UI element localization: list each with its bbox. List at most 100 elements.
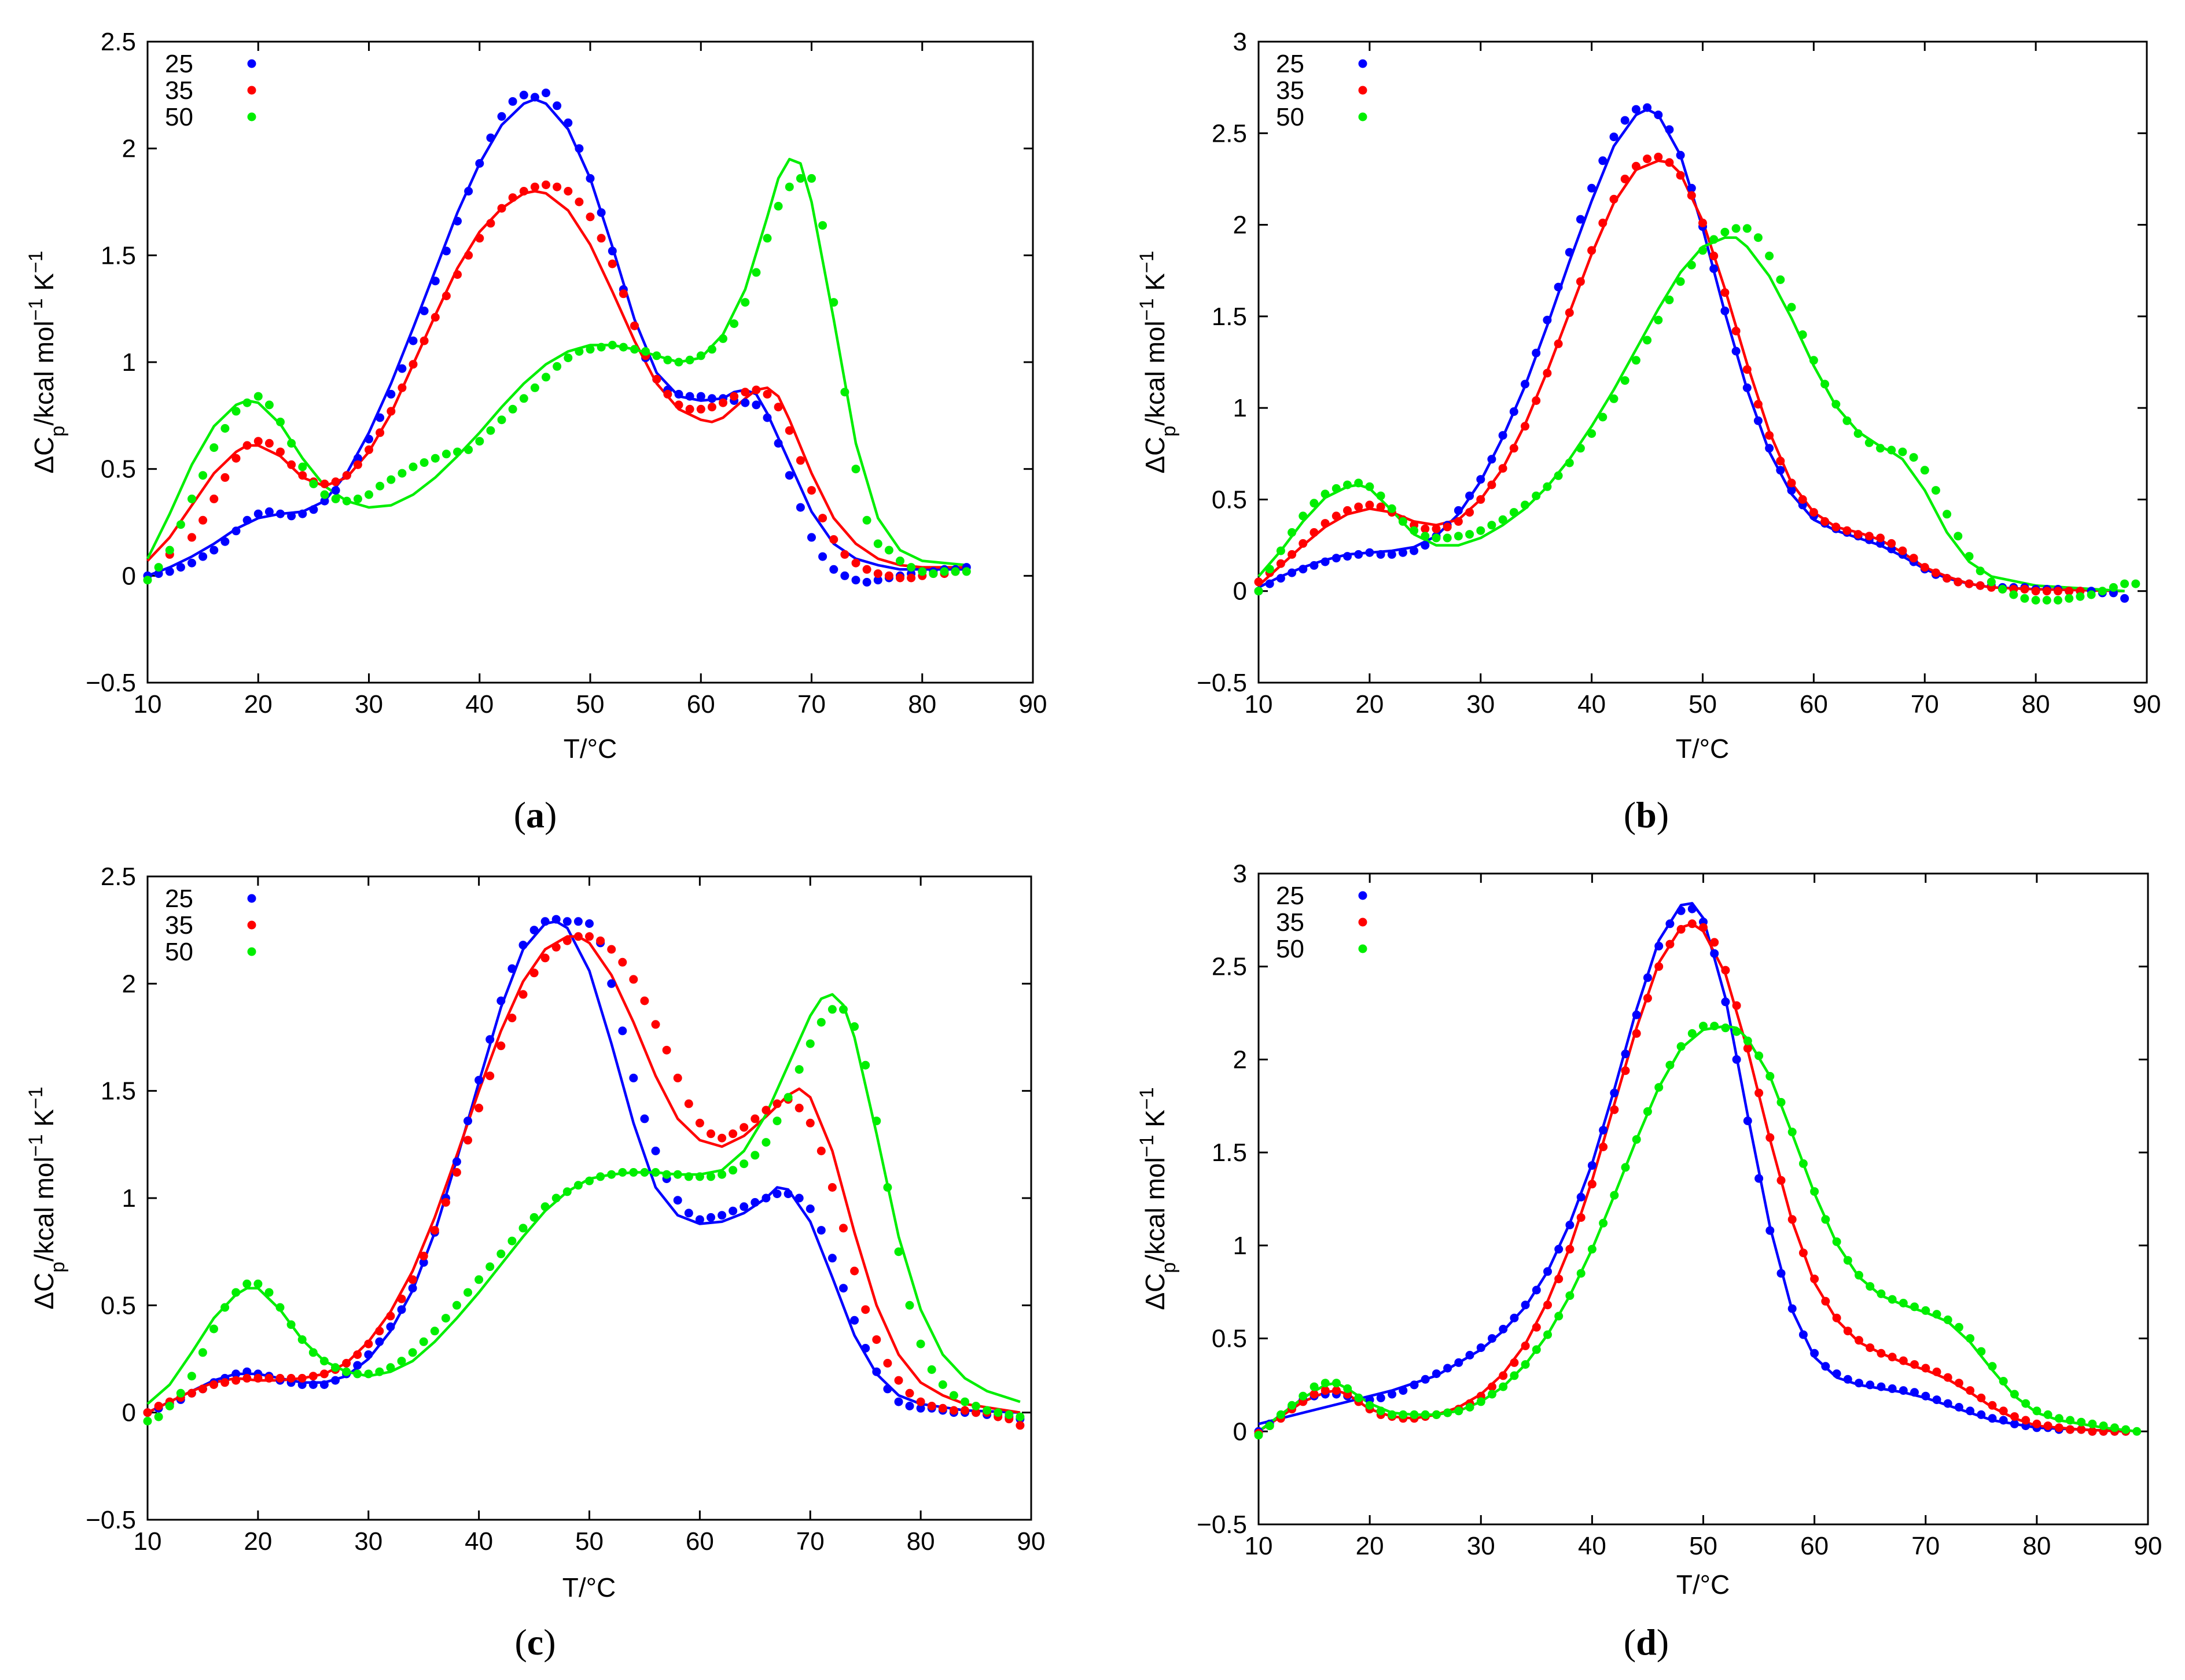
data-point-50 bbox=[1820, 380, 1830, 389]
data-point-35 bbox=[1899, 1356, 1908, 1365]
legend-marker-50 bbox=[1358, 944, 1367, 953]
data-point-50 bbox=[1643, 1107, 1652, 1116]
data-point-50 bbox=[2043, 1410, 2052, 1419]
data-point-35 bbox=[375, 1327, 384, 1336]
axis-ticks: 10 20 30 40 50 60 70 80 90 −0.5 0 0.5 1 1.5 2 2.5 3 bbox=[1197, 28, 2161, 719]
data-point-50 bbox=[1988, 1362, 1997, 1371]
data-point-25 bbox=[1943, 1399, 1952, 1408]
data-point-35 bbox=[564, 187, 573, 196]
data-point-25 bbox=[1265, 579, 1274, 588]
data-point-25 bbox=[1731, 347, 1741, 356]
data-point-35 bbox=[308, 1372, 318, 1381]
data-point-25 bbox=[485, 1035, 495, 1044]
data-point-50 bbox=[1343, 1384, 1352, 1393]
panel-caption: (a) bbox=[514, 794, 557, 835]
data-point-35 bbox=[154, 1402, 163, 1410]
data-point-25 bbox=[718, 1211, 727, 1220]
data-point-50 bbox=[264, 400, 274, 410]
data-point-25 bbox=[486, 133, 495, 142]
data-point-25 bbox=[1388, 1390, 1397, 1399]
legend-label-50: 50 bbox=[1276, 935, 1304, 963]
data-point-50 bbox=[884, 546, 893, 555]
data-point-35 bbox=[741, 388, 750, 397]
panel-a: 10 20 30 40 50 60 70 80 90−0.500.511.522.5 25355… bbox=[25, 28, 1047, 835]
y-tick-label: 3 bbox=[1233, 860, 1247, 888]
x-tick-label: 60 bbox=[1800, 690, 1828, 719]
data-point-50 bbox=[1365, 482, 1374, 491]
data-point-35 bbox=[1965, 579, 1974, 588]
x-axis-label: T/°C bbox=[562, 1572, 616, 1602]
data-point-35 bbox=[1731, 326, 1741, 336]
x-tick-label: 20 bbox=[244, 1527, 272, 1556]
data-point-25 bbox=[1888, 1384, 1897, 1393]
data-point-35 bbox=[818, 514, 827, 523]
data-point-35 bbox=[1676, 171, 1685, 180]
data-point-50 bbox=[518, 1224, 528, 1233]
y-tick-label: 1 bbox=[122, 348, 136, 377]
data-point-25 bbox=[1421, 541, 1430, 550]
y-tick-label: 0 bbox=[1233, 577, 1247, 606]
legend-label-35: 35 bbox=[1276, 908, 1304, 937]
data-point-25 bbox=[1343, 552, 1352, 561]
fit-lines bbox=[146, 920, 1021, 1414]
data-point-25 bbox=[397, 1305, 406, 1314]
data-point-25 bbox=[861, 1344, 870, 1353]
data-point-35 bbox=[320, 480, 329, 488]
data-point-25 bbox=[331, 1376, 340, 1385]
data-point-35 bbox=[696, 404, 705, 414]
data-point-35 bbox=[1521, 1341, 1530, 1350]
data-point-35 bbox=[264, 439, 274, 448]
data-point-35 bbox=[1853, 530, 1863, 539]
data-point-50 bbox=[408, 1348, 417, 1357]
y-tick-label: −0.5 bbox=[86, 1506, 136, 1534]
data-point-25 bbox=[684, 1209, 693, 1218]
data-point-50 bbox=[1632, 1135, 1641, 1144]
data-point-50 bbox=[2099, 1421, 2108, 1431]
data-point-25 bbox=[807, 533, 816, 542]
panel-caption: (b) bbox=[1624, 794, 1669, 835]
data-point-25 bbox=[1621, 1049, 1630, 1059]
y-tick-label: 0.5 bbox=[101, 455, 136, 484]
data-point-25 bbox=[1565, 248, 1574, 257]
data-point-50 bbox=[1499, 1382, 1508, 1391]
data-point-35 bbox=[1309, 528, 1319, 537]
data-point-35 bbox=[816, 1147, 826, 1155]
data-point-25 bbox=[242, 1367, 252, 1376]
data-point-50 bbox=[1731, 224, 1741, 233]
data-point-50 bbox=[1454, 1406, 1463, 1416]
data-point-35 bbox=[905, 1388, 914, 1398]
data-point-25 bbox=[154, 569, 163, 579]
data-point-35 bbox=[575, 197, 584, 207]
data-point-50 bbox=[918, 567, 927, 576]
data-point-25 bbox=[1554, 1244, 1564, 1254]
data-point-35 bbox=[1943, 574, 1952, 583]
data-point-50 bbox=[729, 1166, 738, 1175]
data-point-50 bbox=[409, 462, 418, 471]
data-point-25 bbox=[1510, 1313, 1519, 1322]
data-point-35 bbox=[1643, 154, 1652, 164]
x-tick-label: 90 bbox=[1017, 1527, 1046, 1556]
data-point-35 bbox=[220, 473, 230, 482]
y-axis-label: ΔCp/kcal mol−1 K−1 bbox=[1136, 250, 1180, 473]
data-point-35 bbox=[1687, 191, 1696, 200]
data-point-50 bbox=[1565, 1291, 1575, 1300]
data-point-50 bbox=[1687, 1029, 1697, 1038]
data-point-35 bbox=[287, 460, 296, 469]
data-point-50 bbox=[1288, 1401, 1297, 1410]
data-point-35 bbox=[1665, 940, 1675, 949]
data-point-35 bbox=[1587, 246, 1597, 255]
data-point-25 bbox=[264, 507, 274, 516]
y-tick-label: 0 bbox=[122, 562, 136, 590]
data-point-50 bbox=[331, 1363, 340, 1372]
data-point-35 bbox=[1920, 563, 1929, 572]
data-point-35 bbox=[519, 187, 528, 196]
data-point-25 bbox=[1687, 183, 1696, 193]
data-point-50 bbox=[154, 1412, 163, 1421]
data-point-50 bbox=[597, 342, 606, 352]
data-point-50 bbox=[297, 1335, 307, 1344]
data-point-25 bbox=[365, 434, 373, 444]
data-point-50 bbox=[763, 234, 772, 243]
data-point-25 bbox=[829, 565, 838, 574]
data-point-50 bbox=[1488, 1390, 1496, 1399]
data-point-25 bbox=[298, 509, 307, 518]
